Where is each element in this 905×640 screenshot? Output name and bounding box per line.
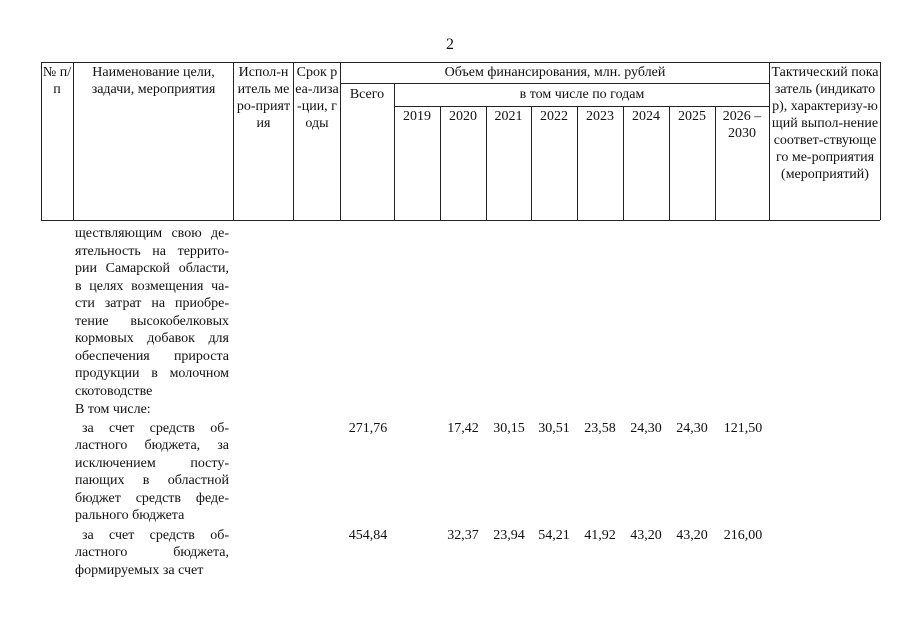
- row-value: 17,42: [447, 420, 479, 436]
- row-value: 54,21: [538, 527, 570, 543]
- row-description-line: формируемых за счет: [75, 562, 204, 578]
- description-line: в целях возмещения ча-: [75, 278, 229, 294]
- row-description-line: исключением посту-: [75, 455, 229, 471]
- description-line: продукции в молочном: [75, 366, 229, 381]
- row-description-line: ластного бюджета, за: [75, 438, 229, 453]
- header-year: 2024: [632, 109, 660, 124]
- header-indicator: Тактический показатель (индикатор), хара…: [771, 65, 879, 182]
- description-line: обеспечения прироста: [75, 348, 229, 364]
- row-value: 43,20: [676, 527, 708, 543]
- description-line: скотоводстве: [75, 383, 153, 399]
- description-line: кормовых добавок для: [75, 331, 229, 346]
- row-value: 43,20: [630, 527, 662, 543]
- row-total: 271,76: [348, 420, 388, 436]
- row-description-line: пающих в областной: [75, 473, 229, 488]
- header-year: 2020: [449, 109, 477, 124]
- row-value: 32,37: [447, 527, 479, 543]
- header-by-years: в том числе по годам: [519, 87, 645, 102]
- header-year: 2019: [403, 109, 431, 124]
- row-value: 30,15: [493, 420, 525, 436]
- description-line: тение высокобелковых: [75, 313, 229, 329]
- description-line: ятельность на террито-: [75, 243, 229, 259]
- header-funding: Объем финансирования, млн. рублей: [444, 65, 666, 80]
- header-name: Наименование цели, задачи, мероприятия: [91, 65, 216, 97]
- header-year: 2021: [494, 109, 523, 124]
- header-year: 2023: [586, 109, 614, 124]
- row-description-line: бюджет средств феде-: [75, 490, 229, 506]
- header-num: № п/п: [42, 65, 72, 97]
- row-value: 121,50: [723, 420, 763, 436]
- row-value: 23,58: [584, 420, 616, 436]
- row-description-line: за счет средств об-: [82, 420, 229, 436]
- row-value: 41,92: [584, 527, 616, 543]
- row-total: 454,84: [348, 527, 388, 543]
- row-description-line: ластного бюджета,: [75, 545, 229, 560]
- description-line: рии Самарской области,: [75, 261, 229, 276]
- row-value: 216,00: [723, 527, 763, 543]
- row-value: 24,30: [676, 420, 708, 436]
- row-value: 30,51: [538, 420, 570, 436]
- header-total: Всего: [349, 87, 385, 102]
- description-line: сти затрат на приобре-: [75, 296, 229, 311]
- page-number: 2: [446, 36, 454, 53]
- including-label: В том числе:: [75, 402, 151, 417]
- description-line: ществляющим свою де-: [75, 226, 229, 241]
- header-executor: Испол-нитель меро-приятия: [236, 65, 291, 131]
- row-description-line: рального бюджета: [75, 508, 185, 523]
- header-term: Срок реа-лиза-ции, годы: [295, 65, 339, 131]
- row-value: 24,30: [630, 420, 662, 436]
- header-year: 2022: [540, 109, 568, 124]
- header-year: 2026 – 2030: [722, 109, 762, 141]
- row-description-line: за счет средств об-: [82, 527, 229, 543]
- header-year: 2025: [678, 109, 706, 124]
- row-value: 23,94: [493, 527, 525, 543]
